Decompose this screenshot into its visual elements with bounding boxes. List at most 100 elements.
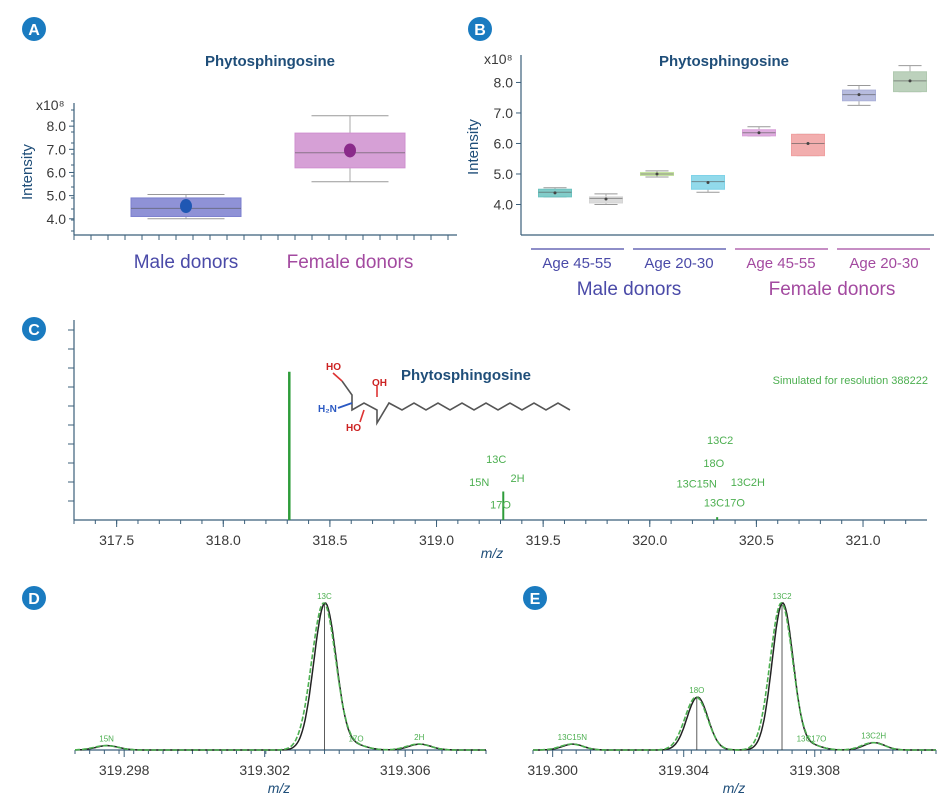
panel-c-xlabel: m/z [481,545,504,561]
panel-a-y-ticks: 4.0 5.0 6.0 7.0 8.0 [47,109,449,240]
peak-label: 13C15N [558,733,588,742]
y-tick-label: 7.0 [494,105,514,121]
peak-label: 18O [689,686,704,695]
panel-c-letter: C [28,322,40,339]
panel-a: A Phytosphingosine x10⁸ Intensity 4.0 5.0… [19,17,457,273]
panel-b-sublabel-4: Age 20-30 [849,255,918,272]
panel-b-ylabel: Intensity [465,119,482,175]
panel-b: B Phytosphingosine x10⁸ Intensity 4.0 5.0… [465,17,934,300]
phytosphingosine-structure: HO H₂N OH HO [318,362,571,434]
panel-c: C 317.5 318.0 318.5 319.0 319.5 320.0 320.5 321… [22,317,928,561]
y-tick-label: 4.0 [494,196,514,212]
box-mean [806,141,810,145]
panel-c-badge [22,317,46,341]
box-mean [908,79,912,83]
peak-label: 17O [348,735,363,744]
peak-label: 15N [99,735,114,744]
y-tick-label: 6.0 [47,164,67,180]
x-tick-label: 319.304 [658,762,709,778]
y-tick-label: 4.0 [47,211,67,227]
box-body [791,133,825,157]
isotope-label: 17O [490,500,511,512]
panel-b-badge [468,17,492,41]
box-mean [655,172,659,176]
panel-a-category-male: Male donors [134,252,239,273]
peak-label: 13C2 [772,592,792,601]
svg-text:HO: HO [346,423,361,434]
isotope-label: 13C [486,454,506,466]
box-mean [757,131,761,135]
x-tick-label: 318.0 [206,532,241,548]
y-tick-label: 8.0 [494,74,514,90]
panel-c-title: Phytosphingosine [401,367,531,384]
x-tick-label: 319.298 [99,762,150,778]
panel-c-y-ticks [68,329,74,502]
panel-b-sublabel-1: Age 45-55 [542,255,611,272]
oh-bond-3 [359,409,365,423]
box-mean [857,93,861,97]
simulated-profile [75,602,486,751]
x-tick-label: 319.0 [419,532,454,548]
isotope-label: 2H [511,473,525,485]
panel-b-group-male: Male donors [577,279,682,300]
x-tick-label: 319.308 [789,762,840,778]
x-tick-label: 320.5 [739,532,774,548]
box-mean [604,197,608,201]
panel-a-category-female: Female donors [287,252,414,273]
measured-profile [533,601,936,751]
panel-d: D 319.298 319.302 319.306 15N 13C 17O 2H m/z [22,586,487,796]
box-mean [344,143,356,158]
panel-b-boxes [538,65,927,205]
y-tick-label: 8.0 [47,118,67,134]
panel-a-ylabel: Intensity [19,144,36,200]
panel-c-x-ticks: 317.5 318.0 318.5 319.0 319.5 320.0 320.5 321.0 [73,520,907,548]
carbon-chain [341,380,571,426]
panel-e-profile: 13C15N 18O 13C2 13C17O 13C2H [533,592,936,751]
x-tick-label: 321.0 [846,532,881,548]
isotope-label: 13C17O [704,498,745,510]
simulated-profile [533,601,936,751]
panel-e-letter: E [530,591,541,608]
y-tick-label: 7.0 [47,141,67,157]
panel-b-sublabel-2: Age 20-30 [644,255,713,272]
isotope-label: 13C15N [677,479,717,491]
box-mean [180,199,192,214]
isotope-label: 18O [703,458,724,470]
panel-b-sublabel-3: Age 45-55 [746,255,815,272]
panel-b-group-female: Female donors [769,279,896,300]
peak-label: 13C2H [861,732,886,741]
y-tick-label: 6.0 [494,135,514,151]
peak-label: 13C [317,592,332,601]
y-tick-label: 5.0 [47,188,67,204]
panel-d-badge [22,586,46,610]
panel-b-title: Phytosphingosine [659,53,789,70]
nh2-bond [337,402,353,409]
panel-b-letter: B [474,22,486,39]
svg-text:HO: HO [326,362,341,373]
box-mean [706,181,710,185]
y-tick-label: 5.0 [494,166,514,182]
x-tick-label: 317.5 [99,532,134,548]
box-mean [553,191,557,195]
isotope-label: 15N [469,477,489,489]
x-tick-label: 319.300 [527,762,578,778]
panel-a-badge [22,17,46,41]
x-tick-label: 319.306 [380,762,431,778]
measured-profile [75,602,486,751]
x-tick-label: 320.0 [632,532,667,548]
panel-d-xlabel: m/z [268,780,291,796]
isotope-label: 13C2 [707,435,733,447]
panel-b-exponent: x10⁸ [484,51,513,67]
panel-a-exponent: x10⁸ [36,97,65,113]
panel-e: E 319.300 319.304 319.308 13C15N18O13C213C… [523,586,937,796]
panel-e-x-ticks: 319.300 319.304 319.308 [527,750,937,778]
svg-text:H₂N: H₂N [318,404,337,415]
x-tick-label: 318.5 [312,532,347,548]
panel-c-bars [288,371,719,520]
oh-bond-1 [332,372,343,382]
panel-a-boxes [130,115,406,220]
peak-label: 13C17O [797,735,827,744]
panel-d-letter: D [28,591,40,608]
